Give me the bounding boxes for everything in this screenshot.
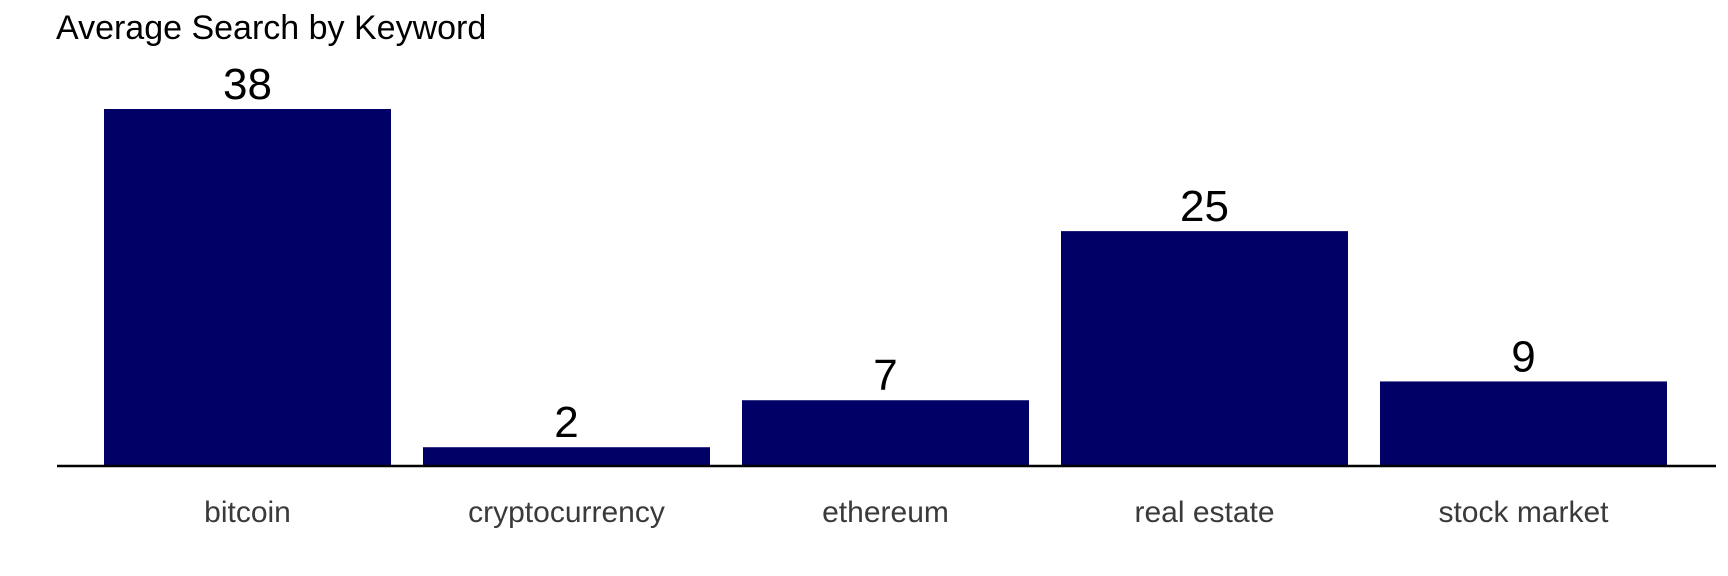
- x-tick-label-stock-market: stock market: [1438, 496, 1609, 529]
- x-tick-label-bitcoin: bitcoin: [204, 496, 291, 529]
- data-labels: 38 2 7 25 9: [223, 60, 1536, 447]
- x-tick-label-ethereum: ethereum: [822, 496, 949, 529]
- bar-cryptocurrency: [423, 447, 710, 466]
- x-tick-labels: bitcoin cryptocurrency ethereum real estate…: [204, 496, 1609, 529]
- data-label-stock-market: 9: [1511, 332, 1535, 381]
- x-tick-label-cryptocurrency: cryptocurrency: [468, 496, 665, 529]
- x-tick-label-real-estate: real estate: [1134, 496, 1274, 529]
- bar-bitcoin: [104, 109, 391, 466]
- bars: [104, 109, 1667, 466]
- bar-real-estate: [1061, 231, 1348, 466]
- bar-stock-market: [1380, 381, 1667, 466]
- data-label-cryptocurrency: 2: [554, 398, 578, 447]
- data-label-real-estate: 25: [1180, 182, 1229, 231]
- bar-ethereum: [742, 400, 1029, 466]
- data-label-bitcoin: 38: [223, 60, 272, 109]
- data-label-ethereum: 7: [873, 351, 897, 400]
- chart-title: Average Search by Keyword: [56, 9, 486, 47]
